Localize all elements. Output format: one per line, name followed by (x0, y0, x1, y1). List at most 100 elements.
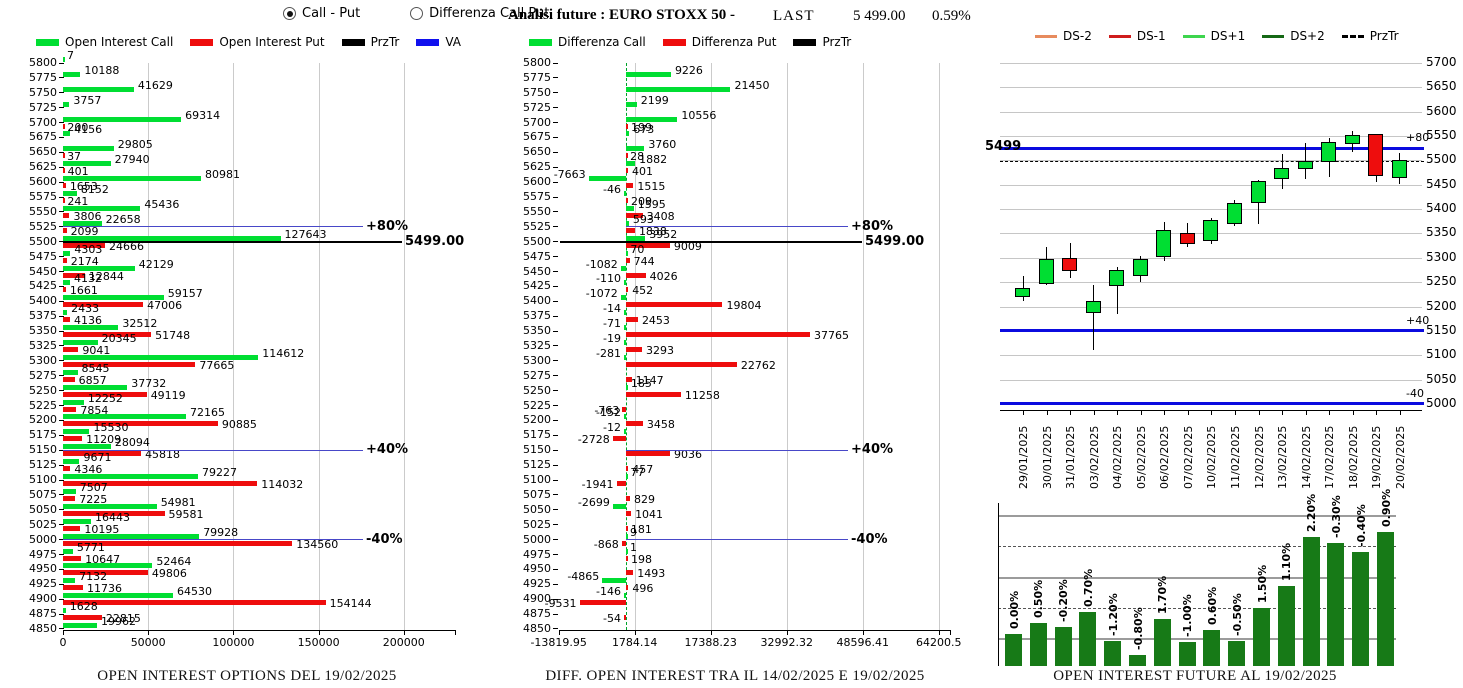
call-bar (63, 205, 141, 211)
bar-value-label: -763 (594, 403, 620, 417)
future-oi-bar (1129, 655, 1146, 666)
put-bar (63, 302, 144, 308)
call-bar (624, 593, 626, 599)
y-axis-tick (553, 509, 558, 511)
bar-value-label: -868 (593, 537, 619, 551)
strike-label: 5350 (523, 324, 551, 338)
y-axis-tick (59, 598, 64, 600)
va-level-line (626, 539, 848, 541)
date-label: 11/02/2025 (1228, 425, 1242, 489)
y-axis-tick (59, 107, 64, 109)
strike-label: 5675 (523, 130, 551, 144)
radio-differenza-circle[interactable] (410, 7, 424, 20)
prztr-label: 5499.00 (865, 233, 925, 249)
future-oi-bar (1228, 641, 1246, 666)
y-axis-tick (553, 613, 558, 615)
y-axis-tick (553, 211, 558, 213)
pct-change-label: 2.20% (1305, 493, 1319, 532)
bar-value-label: 19804 (726, 299, 762, 313)
put-bar (63, 287, 66, 293)
bar-value-label: 1515 (637, 180, 666, 194)
call-bar (63, 384, 128, 390)
strike-label: 4925 (29, 577, 57, 591)
put-bar (579, 600, 626, 606)
y-axis-tick (59, 494, 64, 496)
date-label: 17/02/2025 (1323, 425, 1337, 489)
x-tick-label: 48596.41 (836, 636, 889, 649)
put-bar (626, 287, 629, 293)
x-axis-tick (233, 630, 235, 635)
bar-value-label: 24666 (109, 239, 145, 253)
candle-body (1109, 269, 1125, 287)
x-tick-label: 50000 (130, 636, 166, 649)
strike-label: 5200 (29, 413, 57, 427)
legend-label: PrzTr (1369, 29, 1399, 43)
x-axis-tick (1352, 410, 1354, 415)
strike-label: 5250 (29, 383, 57, 397)
radio-call-put-circle[interactable] (283, 7, 296, 20)
strike-label: 5025 (29, 517, 57, 531)
oi-future-title: OPEN INTEREST FUTURE AL 19/02/2025 (1053, 668, 1337, 684)
legend-line-swatch (1262, 34, 1285, 38)
strike-label: 5800 (29, 56, 57, 69)
bar-value-label: 3952 (649, 227, 678, 241)
y-axis-tick (59, 256, 64, 258)
put-bar (626, 570, 634, 576)
gridline (1000, 306, 1422, 308)
bar-value-label: -2728 (577, 433, 610, 447)
y-axis-tick (553, 628, 558, 630)
call-bar (63, 444, 111, 450)
strike-label: 5800 (523, 56, 551, 69)
put-bar (63, 421, 218, 427)
strike-label: 4850 (29, 621, 57, 635)
candle-body (1015, 287, 1030, 298)
candle-body (1344, 135, 1360, 145)
bar-value-label: 22815 (105, 612, 141, 626)
bar-value-label: -1941 (581, 478, 614, 492)
y-axis-tick (553, 226, 558, 228)
pct-change-label: -0.50% (1230, 593, 1244, 636)
future-oi-bar (1203, 630, 1221, 666)
bar-value-label: 32512 (122, 317, 158, 331)
radio-call-put[interactable]: Call - Put (283, 6, 360, 21)
put-bar (626, 257, 630, 263)
date-label: 20/02/2025 (1393, 425, 1407, 489)
y-tick-label: 5050 (1426, 371, 1457, 386)
legend-label: PrzTr (822, 35, 852, 49)
bar-value-label: 9036 (674, 448, 702, 462)
radio-differenza[interactable]: Differenza Call Put (410, 6, 549, 21)
strike-label: 5225 (523, 398, 551, 412)
call-bar (63, 548, 73, 554)
bar-value-label: 4156 (74, 123, 103, 137)
y-axis-tick (59, 524, 64, 526)
candle-body (1297, 160, 1313, 170)
bar-value-label: 134560 (296, 537, 339, 551)
strike-label: 5575 (523, 190, 551, 204)
candle-body (1085, 300, 1101, 314)
y-axis-tick (59, 300, 64, 302)
call-bar (626, 205, 634, 211)
x-axis-tick (710, 630, 712, 635)
y-axis-tick (553, 315, 558, 317)
date-label: 29/01/2025 (1017, 425, 1030, 489)
bar-value-label: 37 (67, 150, 82, 164)
strike-label: 5075 (523, 487, 551, 501)
date-label: 14/02/2025 (1299, 425, 1313, 489)
gridline (998, 546, 1396, 547)
bar-value-label: 16443 (95, 510, 131, 524)
legend-swatch (662, 38, 686, 46)
gridline (1000, 184, 1422, 186)
va-level-label: -40 (1406, 386, 1424, 400)
candle-body (1274, 168, 1290, 179)
bar-value-label: 11258 (684, 388, 720, 402)
strike-label: 5525 (29, 219, 57, 233)
date-label: 10/02/2025 (1205, 425, 1219, 489)
legend-swatch (793, 38, 817, 46)
bar-value-label: 11736 (86, 582, 122, 596)
put-bar (63, 346, 79, 352)
x-axis-tick (1211, 410, 1213, 415)
put-bar (63, 585, 83, 591)
bar-value-label: -152 (596, 406, 621, 420)
candle-body (1038, 259, 1054, 285)
strike-label: 5150 (29, 443, 57, 457)
